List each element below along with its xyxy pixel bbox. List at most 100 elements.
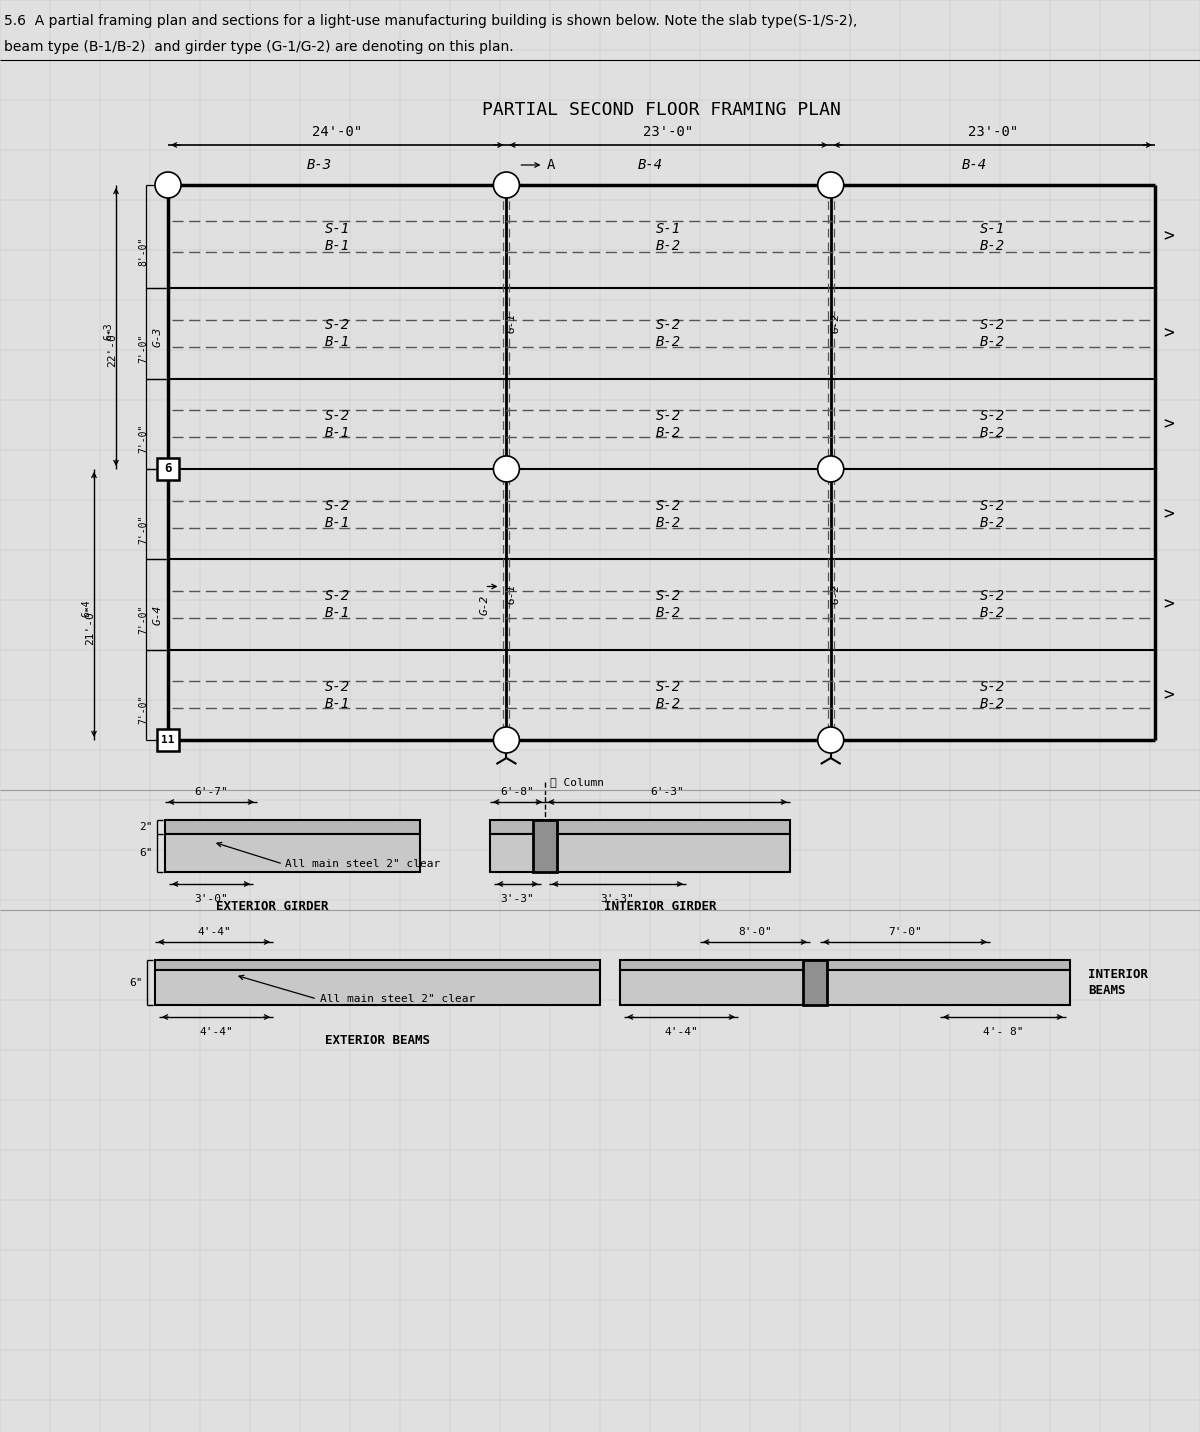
Text: B-1: B-1	[325, 425, 349, 440]
Text: S-2: S-2	[325, 500, 349, 513]
Bar	[490, 833, 790, 872]
Text: G-1: G-1	[506, 314, 516, 334]
Text: B-2: B-2	[656, 335, 682, 349]
Text: 7: 7	[503, 463, 510, 475]
Text: INTERIOR
BEAMS: INTERIOR BEAMS	[1088, 968, 1148, 997]
Text: S-2: S-2	[656, 408, 682, 422]
Bar	[157, 458, 179, 480]
Text: EXTERIOR GIRDER: EXTERIOR GIRDER	[216, 901, 329, 914]
Text: S-2: S-2	[325, 680, 349, 695]
Text: 5.6  A partial framing plan and sections for a light-use manufacturing building : 5.6 A partial framing plan and sections …	[4, 14, 857, 29]
Text: S-2: S-2	[980, 408, 1006, 422]
Text: B-2: B-2	[980, 335, 1006, 349]
Text: 6'-8": 6'-8"	[500, 788, 534, 798]
Text: G-1: G-1	[506, 584, 516, 604]
Text: >: >	[1163, 596, 1174, 613]
Bar	[166, 833, 420, 872]
Bar	[620, 969, 1070, 1005]
Text: 7'-0": 7'-0"	[138, 604, 148, 634]
Text: S-2: S-2	[980, 590, 1006, 603]
Text: 4'-4": 4'-4"	[664, 1027, 698, 1037]
Text: 2": 2"	[139, 822, 154, 832]
Bar	[620, 959, 1070, 969]
Text: S-2: S-2	[325, 318, 349, 332]
Circle shape	[155, 172, 181, 198]
Text: G-2: G-2	[830, 314, 841, 334]
Bar	[155, 969, 600, 1005]
Text: S-2: S-2	[325, 590, 349, 603]
Text: G-4: G-4	[154, 604, 163, 624]
Text: B-1: B-1	[325, 335, 349, 349]
Text: B-4: B-4	[962, 158, 988, 172]
Text: 1: 1	[164, 179, 172, 192]
Text: S-2: S-2	[325, 408, 349, 422]
Text: 4'-4": 4'-4"	[197, 927, 230, 937]
Text: ℄ Column: ℄ Column	[550, 778, 604, 788]
Text: 4'-4": 4'-4"	[199, 1027, 233, 1037]
Circle shape	[493, 172, 520, 198]
Text: 21'-0": 21'-0"	[85, 604, 95, 644]
Text: S-2: S-2	[656, 318, 682, 332]
Text: 7'-0": 7'-0"	[138, 334, 148, 362]
Text: 3: 3	[827, 179, 834, 192]
Text: 23'-0": 23'-0"	[967, 125, 1018, 139]
Text: G-2: G-2	[830, 584, 841, 604]
Text: 6": 6"	[130, 978, 143, 988]
Text: B-2: B-2	[980, 425, 1006, 440]
Circle shape	[817, 172, 844, 198]
Text: B-2: B-2	[656, 697, 682, 710]
Text: S-1: S-1	[325, 222, 349, 236]
Bar	[490, 821, 790, 833]
Text: 7'-0": 7'-0"	[138, 695, 148, 725]
Text: 3'-3": 3'-3"	[500, 894, 534, 904]
Circle shape	[817, 455, 844, 483]
Text: B-2: B-2	[980, 607, 1006, 620]
Circle shape	[493, 727, 520, 753]
Text: B-2: B-2	[980, 239, 1006, 252]
Text: B-2: B-2	[656, 425, 682, 440]
Text: B-1: B-1	[325, 697, 349, 710]
Text: 6-4: 6-4	[82, 600, 91, 617]
Text: 2: 2	[503, 179, 510, 192]
Text: EXTERIOR BEAMS: EXTERIOR BEAMS	[325, 1034, 430, 1047]
Text: >: >	[1163, 686, 1174, 703]
Text: B-1: B-1	[325, 607, 349, 620]
Text: B-2: B-2	[980, 516, 1006, 530]
Text: INTERIOR GIRDER: INTERIOR GIRDER	[604, 901, 716, 914]
Bar	[166, 821, 420, 833]
Text: 7'-0": 7'-0"	[138, 424, 148, 453]
Text: 7'-0": 7'-0"	[888, 927, 922, 937]
Text: 6'-7": 6'-7"	[194, 788, 228, 798]
Text: 8'-0": 8'-0"	[738, 927, 772, 937]
Text: 6'-3": 6'-3"	[650, 788, 684, 798]
Text: S-1: S-1	[980, 222, 1006, 236]
Text: >: >	[1163, 228, 1174, 246]
Circle shape	[817, 727, 844, 753]
Text: B-1: B-1	[325, 239, 349, 252]
Text: B-2: B-2	[656, 516, 682, 530]
Circle shape	[493, 455, 520, 483]
Text: >: >	[1163, 415, 1174, 432]
Bar	[155, 959, 600, 969]
Text: 6": 6"	[139, 848, 154, 858]
Text: >: >	[1163, 505, 1174, 523]
Bar	[157, 729, 179, 750]
Text: G-3: G-3	[154, 326, 163, 347]
Text: B-1: B-1	[325, 516, 349, 530]
Text: >: >	[1163, 325, 1174, 342]
Text: beam type (B-1/B-2)  and girder type (G-1/G-2) are denoting on this plan.: beam type (B-1/B-2) and girder type (G-1…	[4, 40, 514, 54]
Text: 8: 8	[827, 463, 834, 475]
Text: B-2: B-2	[656, 239, 682, 252]
Text: 4'- 8": 4'- 8"	[983, 1027, 1024, 1037]
Text: G-2: G-2	[480, 594, 490, 614]
Text: 11: 11	[161, 735, 175, 745]
Text: S-1: S-1	[656, 222, 682, 236]
Text: 12: 12	[499, 733, 514, 746]
Text: All main steel 2" clear: All main steel 2" clear	[320, 994, 475, 1004]
Text: 3'-0": 3'-0"	[194, 894, 228, 904]
Text: All main steel 2" clear: All main steel 2" clear	[286, 859, 440, 869]
Text: 22'-0": 22'-0"	[107, 326, 118, 368]
Text: A: A	[546, 158, 554, 172]
Bar	[533, 821, 557, 872]
Text: S-2: S-2	[980, 318, 1006, 332]
